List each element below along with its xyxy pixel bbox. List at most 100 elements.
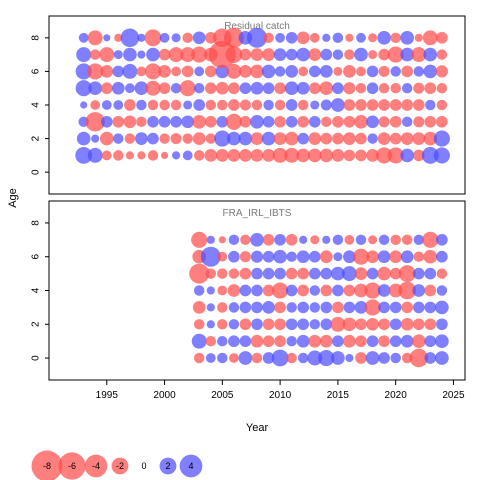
bubble xyxy=(296,334,310,348)
bubble xyxy=(284,131,299,146)
bubble xyxy=(378,48,390,61)
bubble xyxy=(310,235,320,245)
bubble xyxy=(227,149,241,162)
bubble xyxy=(250,48,264,61)
bubble xyxy=(76,131,91,146)
bubble xyxy=(193,352,205,364)
bubble xyxy=(296,250,310,264)
bubble xyxy=(320,318,333,331)
x-tick-label: 2010 xyxy=(269,390,292,401)
bubble xyxy=(228,319,240,330)
bubble xyxy=(192,301,206,314)
bubble xyxy=(285,31,298,44)
bubble xyxy=(285,99,298,111)
bubble xyxy=(250,232,264,247)
bubble xyxy=(251,99,263,111)
bubble xyxy=(354,267,368,280)
bubble xyxy=(238,131,253,146)
bubble xyxy=(159,99,170,111)
bubble xyxy=(352,248,370,265)
bubble xyxy=(331,266,345,281)
bubble xyxy=(215,64,230,79)
bubble xyxy=(436,268,448,279)
bubble xyxy=(250,250,264,263)
bubble xyxy=(332,82,344,95)
bubble xyxy=(114,33,123,42)
bubble xyxy=(389,250,403,264)
bubble xyxy=(366,250,379,264)
bubble xyxy=(226,63,242,79)
bubble xyxy=(401,99,414,111)
bubble xyxy=(182,150,193,161)
bubble xyxy=(343,250,356,264)
bubble xyxy=(262,352,275,364)
bubble xyxy=(378,82,390,94)
bubble xyxy=(181,115,195,129)
bubble xyxy=(285,115,298,128)
bubble xyxy=(297,352,309,364)
bubble xyxy=(377,284,391,297)
bubble xyxy=(333,252,343,262)
y-axis-title: Age xyxy=(7,188,19,208)
x-tick-label: 1995 xyxy=(96,390,119,401)
bubble xyxy=(390,82,401,94)
bubble xyxy=(319,81,334,96)
bubble xyxy=(436,31,448,44)
bubble xyxy=(368,50,378,60)
bubble xyxy=(275,32,285,43)
panel-title-fra-irl-ibts: FRA_IRL_IBTS xyxy=(223,208,292,219)
bubble xyxy=(436,115,448,128)
bubble xyxy=(412,149,425,162)
bubble xyxy=(309,302,321,313)
bubble xyxy=(75,63,92,80)
bubble xyxy=(239,335,252,348)
bubble xyxy=(412,132,426,145)
bubble xyxy=(320,132,333,145)
bubble xyxy=(343,99,356,111)
bubble xyxy=(217,319,228,330)
bubble xyxy=(159,32,170,43)
y-tick-label: 0 xyxy=(31,355,42,361)
bubble xyxy=(297,301,310,314)
bubble xyxy=(389,132,402,145)
bubble xyxy=(124,99,136,111)
panel-fra-irl-ibts: FRA_IRL_IBTS 0 2 4 6 8 xyxy=(31,200,466,381)
bubble xyxy=(262,233,275,246)
bubble xyxy=(378,234,390,246)
bubble xyxy=(205,133,217,144)
bubble xyxy=(262,250,275,263)
bubble xyxy=(251,267,263,280)
bubble xyxy=(424,301,437,314)
bubble xyxy=(144,29,162,47)
bubble xyxy=(298,66,309,77)
bubble xyxy=(319,148,334,163)
bubble xyxy=(218,236,226,244)
bubble xyxy=(411,47,427,63)
bubble xyxy=(273,249,287,264)
bubble xyxy=(137,151,146,160)
bubble xyxy=(89,49,101,60)
bubble xyxy=(147,99,159,111)
bubble xyxy=(238,351,253,365)
bubble xyxy=(411,334,426,349)
y-axis-fra-irl-ibts: 0 2 4 6 8 xyxy=(31,220,49,361)
bubble xyxy=(239,65,252,78)
x-axis: 1995 2000 2005 2010 2015 2020 2025 xyxy=(96,379,465,401)
bubble xyxy=(75,146,93,164)
bubble xyxy=(170,115,182,128)
bubble xyxy=(413,234,425,246)
bubble xyxy=(161,151,169,159)
bubble xyxy=(239,99,251,111)
bubble xyxy=(332,284,344,297)
bubble xyxy=(308,132,322,145)
bubble xyxy=(240,234,251,246)
bubble xyxy=(412,284,426,297)
bubble xyxy=(378,335,390,348)
bubble xyxy=(239,284,252,297)
bubble xyxy=(123,47,137,62)
bubble xyxy=(299,235,308,244)
bubble xyxy=(78,32,89,43)
x-tick-label: 2015 xyxy=(327,390,350,401)
y-tick-label: 4 xyxy=(31,102,42,108)
bubble xyxy=(377,250,391,264)
